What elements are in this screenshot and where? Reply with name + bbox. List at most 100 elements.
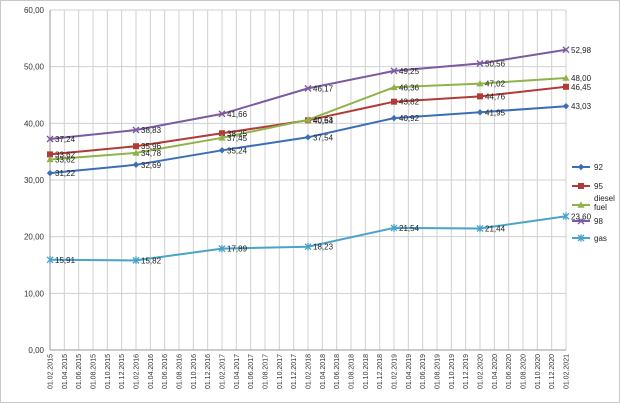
x-tick-label: 01.08.2018 [349,354,356,389]
data-point-92 [218,147,226,154]
data-label-diesel-fuel: 47,02 [485,80,506,89]
data-label-95: 35,96 [141,142,162,151]
x-tick-label: 01.02.2017 [220,354,227,389]
x-tick-label: 01.10.2019 [449,354,456,389]
x-tick-label: 01.08.2020 [521,354,528,389]
legend-marker-gas [577,234,585,242]
y-tick-label: 60,00 [24,6,45,15]
data-labels: 31,22 32,69 35,24 37,54 40,92 41,95 43,03 33,62… [55,46,592,266]
x-tick-label: 01.04.2020 [492,354,499,389]
data-label-gas: 15,91 [55,256,76,265]
x-tick-label: 01.06.2019 [420,354,427,389]
legend-marker-diesel-fuel [577,201,585,208]
data-point-diesel-fuel [390,83,398,91]
data-point-98 [390,67,398,75]
data-label-diesel-fuel: 48,00 [571,74,592,83]
x-tick-label: 01.06.2016 [162,354,169,389]
x-tick-label: 01.08.2017 [263,354,270,389]
data-point-gas [476,224,484,233]
data-label-98: 37,24 [55,135,76,144]
data-label-95: 33,62 [55,150,76,159]
data-point-diesel-fuel [304,116,312,123]
legend-label-gas: gas [594,234,607,243]
x-tick-label: 01.06.2017 [248,354,255,389]
x-tick-label: 01.10.2018 [363,354,370,389]
gridlines [49,9,567,351]
data-point-92 [476,109,484,116]
data-point-gas [46,256,54,264]
x-tick-label: 01.04.2017 [234,354,241,389]
data-point-gas [218,244,226,253]
data-label-95: 40,54 [313,116,334,125]
series-92 [46,102,570,177]
series-diesel-fuel [46,74,570,163]
legend-marker-92 [577,163,585,171]
legend-label-92: 92 [594,163,603,172]
data-label-diesel-fuel: 46,36 [399,83,420,92]
data-point-gas [562,212,570,221]
data-label-gas: 21,44 [485,225,506,234]
data-point-diesel-fuel [218,134,226,141]
data-label-gas: 18,23 [313,243,334,252]
data-label-gas: 23,60 [571,212,592,221]
x-tick-label: 01.12.2016 [205,354,212,389]
data-point-diesel-fuel [132,149,140,156]
data-point-98 [218,110,226,118]
x-tick-label: 01.12.2018 [377,354,384,389]
y-tick-label: 0,00 [28,346,44,355]
x-tick-label: 01.02.2015 [48,354,55,389]
data-point-92 [304,134,312,141]
data-label-98: 50,56 [485,59,506,68]
data-label-92: 31,22 [55,169,76,178]
x-tick-label: 01.02.2020 [478,354,485,389]
series-group [46,46,570,265]
y-tick-label: 20,00 [24,233,45,242]
x-tick-label: 01.02.2021 [564,354,571,389]
legend-label-98: 98 [594,217,603,226]
data-point-diesel-fuel [562,74,570,81]
data-point-95 [563,83,569,90]
data-label-95: 44,76 [485,92,506,101]
legend-label-diesel-fuel: diesel [594,194,615,203]
x-tick-label: 01.08.2016 [177,354,184,389]
data-point-98 [46,135,54,143]
y-axis-ticks: 0,00 10,00 20,00 30,00 40,00 50,00 60,00 [24,6,45,355]
data-label-98: 49,25 [399,67,420,76]
data-point-92 [390,114,398,122]
data-label-98: 38,83 [141,126,162,135]
data-point-98 [304,84,312,92]
data-label-diesel-fuel: 40,63 [313,116,334,125]
data-point-98 [562,46,570,54]
x-tick-label: 01.08.2015 [91,354,98,389]
data-label-gas: 21,54 [399,224,420,233]
x-tick-label: 01.04.2015 [62,354,69,389]
legend-marker-98 [577,217,585,225]
x-tick-label: 01.12.2020 [549,354,556,389]
x-tick-label: 01.10.2016 [191,354,198,389]
data-point-gas [304,242,312,251]
data-point-95 [133,143,139,150]
data-label-98: 46,17 [313,84,334,93]
data-point-98 [132,126,140,134]
data-label-92: 35,24 [227,146,248,155]
x-tick-label: 01.04.2016 [148,354,155,389]
data-point-gas [390,224,398,232]
x-tick-label: 01.06.2020 [506,354,513,389]
x-tick-label: 01.12.2015 [119,354,126,389]
data-point-gas [132,256,140,265]
x-tick-label: 01.10.2020 [535,354,542,389]
data-point-95 [477,93,483,100]
data-point-95 [219,130,225,137]
x-tick-label: 01.10.2017 [277,354,284,389]
data-label-95: 43,82 [399,98,420,107]
data-label-gas: 17,89 [227,245,248,254]
x-axis-ticks: 01.02.2015 01.04.2015 01.06.2015 01.08.2015… [48,354,571,389]
legend-label-diesel-fuel: fuel [594,203,607,212]
y-tick-label: 50,00 [24,63,45,72]
data-point-95 [391,98,397,105]
data-label-92: 37,54 [313,133,334,142]
data-point-98 [476,59,484,67]
